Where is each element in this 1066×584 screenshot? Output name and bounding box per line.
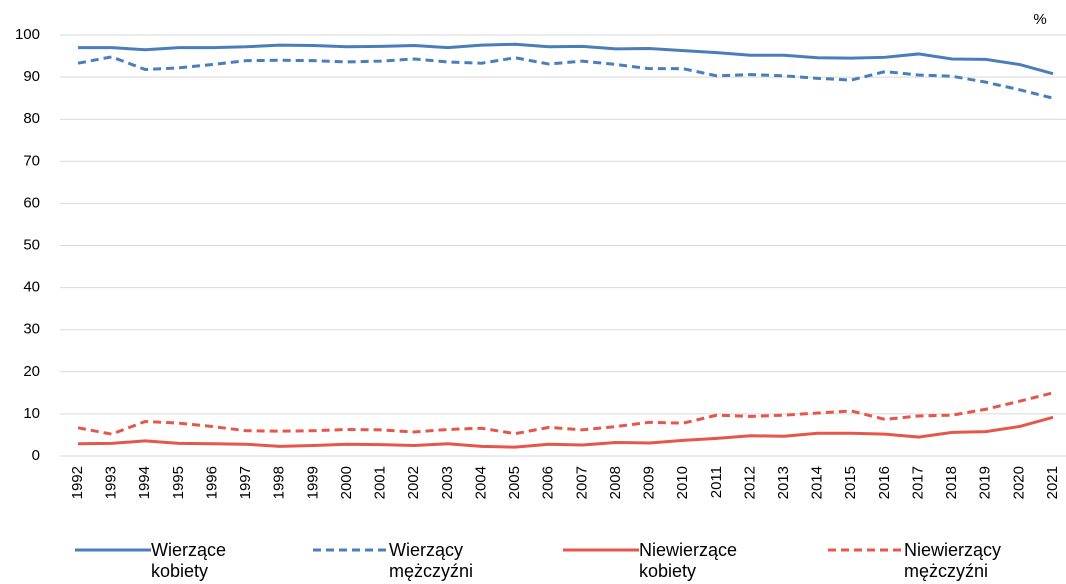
legend-item: Niewierzące kobiety — [563, 540, 749, 582]
y-tick-label: 90 — [23, 68, 40, 85]
legend-item: Wierzący mężczyźni — [313, 540, 499, 582]
series-line — [77, 55, 1054, 100]
x-tick-label: 1997 — [237, 466, 254, 499]
x-tick-label: 2013 — [775, 466, 792, 499]
x-tick-label: 2009 — [641, 466, 658, 499]
legend-label: Niewierzące kobiety — [639, 540, 738, 581]
x-tick-label: 2008 — [607, 466, 624, 499]
x-tick-label: 2001 — [372, 466, 389, 499]
y-tick-label: 40 — [23, 279, 40, 296]
x-tick-label: 2011 — [708, 466, 725, 498]
x-tick-label: 2006 — [540, 466, 557, 499]
legend-swatch — [563, 548, 639, 552]
y-tick-label: 10 — [23, 405, 40, 422]
y-tick-label: 60 — [23, 194, 40, 211]
x-tick-label: 2021 — [1044, 466, 1061, 499]
y-tick-label: 30 — [23, 321, 40, 338]
x-tick-label: 2003 — [439, 466, 456, 499]
y-tick-label: 20 — [23, 363, 40, 380]
y-unit: % — [1033, 11, 1046, 28]
series-line — [78, 42, 1054, 76]
x-tick-label: 2012 — [741, 466, 758, 499]
x-tick-label: 2017 — [909, 466, 926, 499]
x-tick-label: 1996 — [203, 466, 220, 499]
legend-swatch — [828, 548, 904, 552]
legend-item: Niewierzący mężczyźni — [828, 540, 1014, 582]
legend-label: Niewierzący mężczyźni — [904, 540, 1002, 581]
y-tick-label: 70 — [23, 152, 40, 169]
legend-swatch — [313, 548, 389, 552]
x-tick-label: 2002 — [405, 466, 422, 499]
y-tick-label: 100 — [15, 26, 40, 43]
legend-swatch — [75, 548, 151, 552]
series-line — [77, 415, 1054, 449]
y-tick-label: 50 — [23, 236, 40, 253]
y-tick-label: 80 — [23, 110, 40, 127]
x-tick-label: 2007 — [573, 466, 590, 499]
x-tick-label: 2000 — [338, 466, 355, 499]
x-tick-label: 2004 — [472, 466, 489, 499]
x-tick-label: 1994 — [136, 466, 153, 499]
series-line — [77, 391, 1054, 436]
y-tick-label: 0 — [32, 447, 40, 464]
x-tick-label: 2014 — [809, 466, 826, 499]
x-tick-label: 1999 — [304, 466, 321, 499]
x-tick-label: 1998 — [271, 466, 288, 499]
x-tick-label: 2016 — [876, 466, 893, 499]
x-tick-label: 1995 — [170, 466, 187, 499]
x-tick-label: 2019 — [977, 466, 994, 499]
x-tick-label: 2020 — [1010, 466, 1027, 499]
x-tick-label: 2015 — [842, 466, 859, 499]
legend-label: Wierzący mężczyźni — [389, 540, 474, 581]
legend-item: Wierzące kobiety — [75, 540, 261, 582]
x-tick-label: 2018 — [943, 466, 960, 499]
chart: % 0 10 20 30 40 50 60 70 80 90 100 1992 1993 1994 1995… — [15, 11, 1066, 499]
x-tick-label: 1993 — [103, 466, 120, 499]
x-tick-label: 1992 — [69, 466, 86, 499]
x-tick-label: 2005 — [506, 466, 523, 499]
legend-label: Wierzące kobiety — [151, 540, 227, 581]
x-tick-label: 2010 — [674, 466, 691, 499]
